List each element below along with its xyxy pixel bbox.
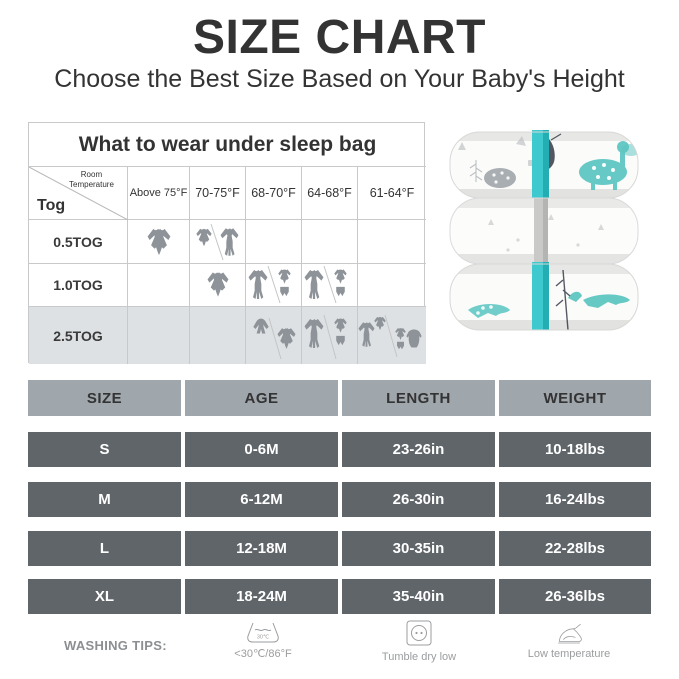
svg-text:30℃: 30℃	[257, 635, 270, 641]
